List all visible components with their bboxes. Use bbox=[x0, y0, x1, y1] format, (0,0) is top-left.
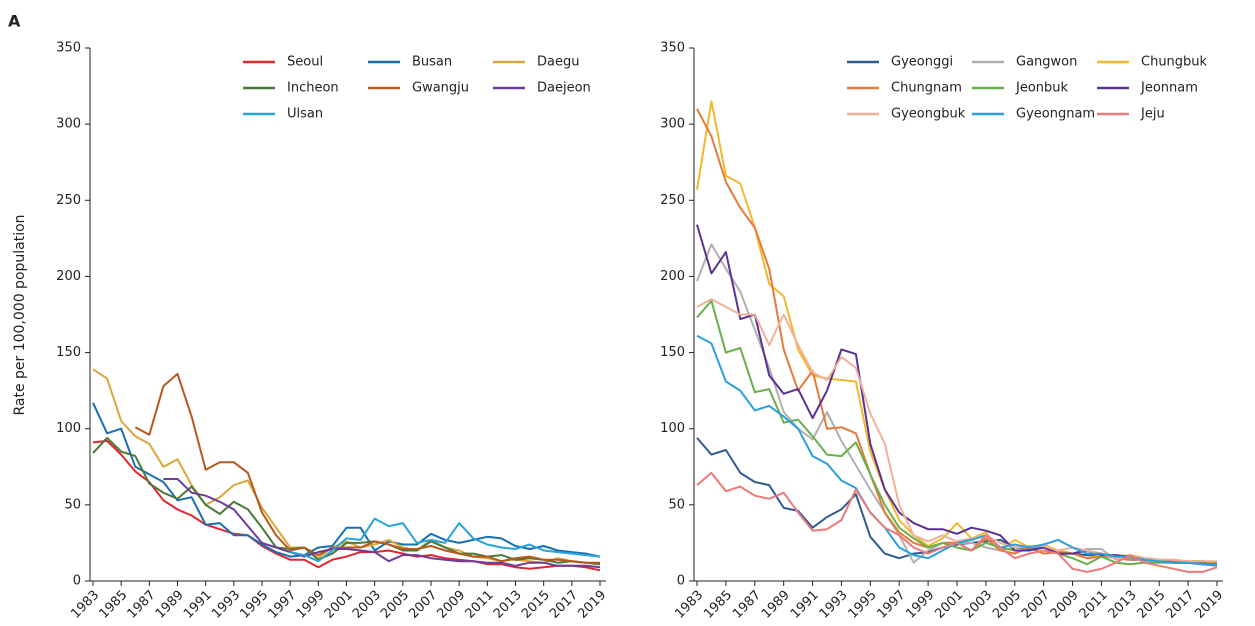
x-tick-label: 2017 bbox=[1163, 588, 1197, 622]
x-tick-label: 2001 bbox=[932, 588, 966, 622]
series-line bbox=[696, 299, 1218, 567]
x-tick-label: 2019 bbox=[1192, 588, 1226, 622]
x-tick-label: 2007 bbox=[406, 588, 440, 622]
legend-label: Daegu bbox=[537, 55, 579, 70]
x-tick-label: 2005 bbox=[990, 588, 1024, 622]
legend-label: Ulsan bbox=[287, 107, 323, 122]
y-axis-label: Rate per 100,000 population bbox=[12, 214, 28, 415]
x-tick-label: 2011 bbox=[463, 588, 497, 622]
x-tick-label: 1997 bbox=[265, 588, 299, 622]
series-line bbox=[163, 478, 601, 569]
x-tick-label: 1985 bbox=[701, 588, 735, 622]
series-line bbox=[696, 437, 1218, 566]
legend-label: Chungnam bbox=[891, 81, 962, 96]
legend-label: Gyeongnam bbox=[1016, 107, 1095, 122]
series-line bbox=[696, 243, 1218, 567]
y-tick-label: 250 bbox=[56, 193, 81, 208]
series-line bbox=[92, 439, 601, 572]
x-tick-label: 2013 bbox=[491, 588, 525, 622]
x-tick-label: 2017 bbox=[547, 588, 581, 622]
y-tick-label: 200 bbox=[56, 269, 81, 284]
x-tick-label: 2003 bbox=[350, 588, 384, 622]
x-tick-label: 2019 bbox=[575, 588, 609, 622]
y-tick-label: 350 bbox=[56, 41, 81, 56]
legend-label: Chungbuk bbox=[1141, 55, 1208, 70]
legend-label: Daejeon bbox=[537, 81, 591, 96]
legend-label: Gyeonggi bbox=[891, 55, 953, 70]
x-tick-label: 1987 bbox=[730, 588, 764, 622]
series-line bbox=[289, 517, 601, 563]
x-tick-label: 1983 bbox=[68, 588, 102, 622]
x-tick-label: 1993 bbox=[817, 588, 851, 622]
x-tick-label: 1995 bbox=[237, 588, 271, 622]
y-tick-label: 100 bbox=[56, 421, 81, 436]
x-tick-label: 1989 bbox=[759, 588, 793, 622]
series-line bbox=[92, 402, 601, 558]
panel-label: A bbox=[8, 12, 21, 31]
x-tick-label: 2009 bbox=[1048, 588, 1082, 622]
series-line bbox=[92, 436, 601, 566]
x-tick-label: 2011 bbox=[1077, 588, 1111, 622]
legend-label: Jeonnam bbox=[1140, 81, 1198, 96]
legend-label: Seoul bbox=[287, 55, 323, 70]
x-tick-label: 1993 bbox=[209, 588, 243, 622]
series-line bbox=[696, 224, 1217, 566]
x-tick-label: 1989 bbox=[153, 588, 187, 622]
x-tick-label: 1997 bbox=[875, 588, 909, 622]
x-tick-label: 2015 bbox=[519, 588, 553, 622]
x-tick-label: 2005 bbox=[378, 588, 412, 622]
y-tick-label: 300 bbox=[660, 117, 685, 132]
y-tick-label: 100 bbox=[660, 421, 685, 436]
x-tick-label: 1991 bbox=[788, 588, 822, 622]
y-tick-label: 200 bbox=[660, 269, 685, 284]
legend-label: Jeonbuk bbox=[1015, 81, 1069, 96]
y-tick-label: 350 bbox=[660, 41, 685, 56]
y-tick-label: 50 bbox=[668, 497, 685, 512]
y-tick-label: 150 bbox=[660, 345, 685, 360]
x-tick-label: 1983 bbox=[672, 588, 706, 622]
x-tick-label: 2015 bbox=[1135, 588, 1169, 622]
x-tick-label: 2013 bbox=[1106, 588, 1140, 622]
y-tick-label: 150 bbox=[56, 345, 81, 360]
legend-label: Gangwon bbox=[1016, 55, 1077, 70]
y-tick-label: 300 bbox=[56, 117, 81, 132]
y-tick-label: 0 bbox=[677, 574, 685, 589]
legend-label: Jeju bbox=[1140, 107, 1165, 122]
x-tick-label: 1995 bbox=[846, 588, 880, 622]
legend-label: Gwangju bbox=[412, 81, 469, 96]
x-tick-label: 2001 bbox=[322, 588, 356, 622]
series-line bbox=[696, 298, 1217, 563]
y-tick-label: 50 bbox=[64, 497, 81, 512]
series-line bbox=[92, 368, 601, 566]
series-line bbox=[696, 334, 1217, 566]
y-tick-label: 250 bbox=[660, 193, 685, 208]
legend-label: Gyeongbuk bbox=[891, 107, 966, 122]
legend-label: Incheon bbox=[287, 81, 339, 96]
x-tick-label: 2003 bbox=[961, 588, 995, 622]
series-line bbox=[696, 471, 1218, 573]
y-tick-label: 0 bbox=[73, 574, 81, 589]
x-tick-label: 1999 bbox=[903, 588, 937, 622]
x-tick-label: 1991 bbox=[181, 588, 215, 622]
legend-label: Busan bbox=[412, 55, 452, 70]
x-tick-label: 1985 bbox=[96, 588, 130, 622]
x-tick-label: 1987 bbox=[125, 588, 159, 622]
x-tick-label: 1999 bbox=[294, 588, 328, 622]
x-tick-label: 2007 bbox=[1019, 588, 1053, 622]
x-tick-label: 2009 bbox=[434, 588, 468, 622]
series-line bbox=[134, 372, 600, 564]
